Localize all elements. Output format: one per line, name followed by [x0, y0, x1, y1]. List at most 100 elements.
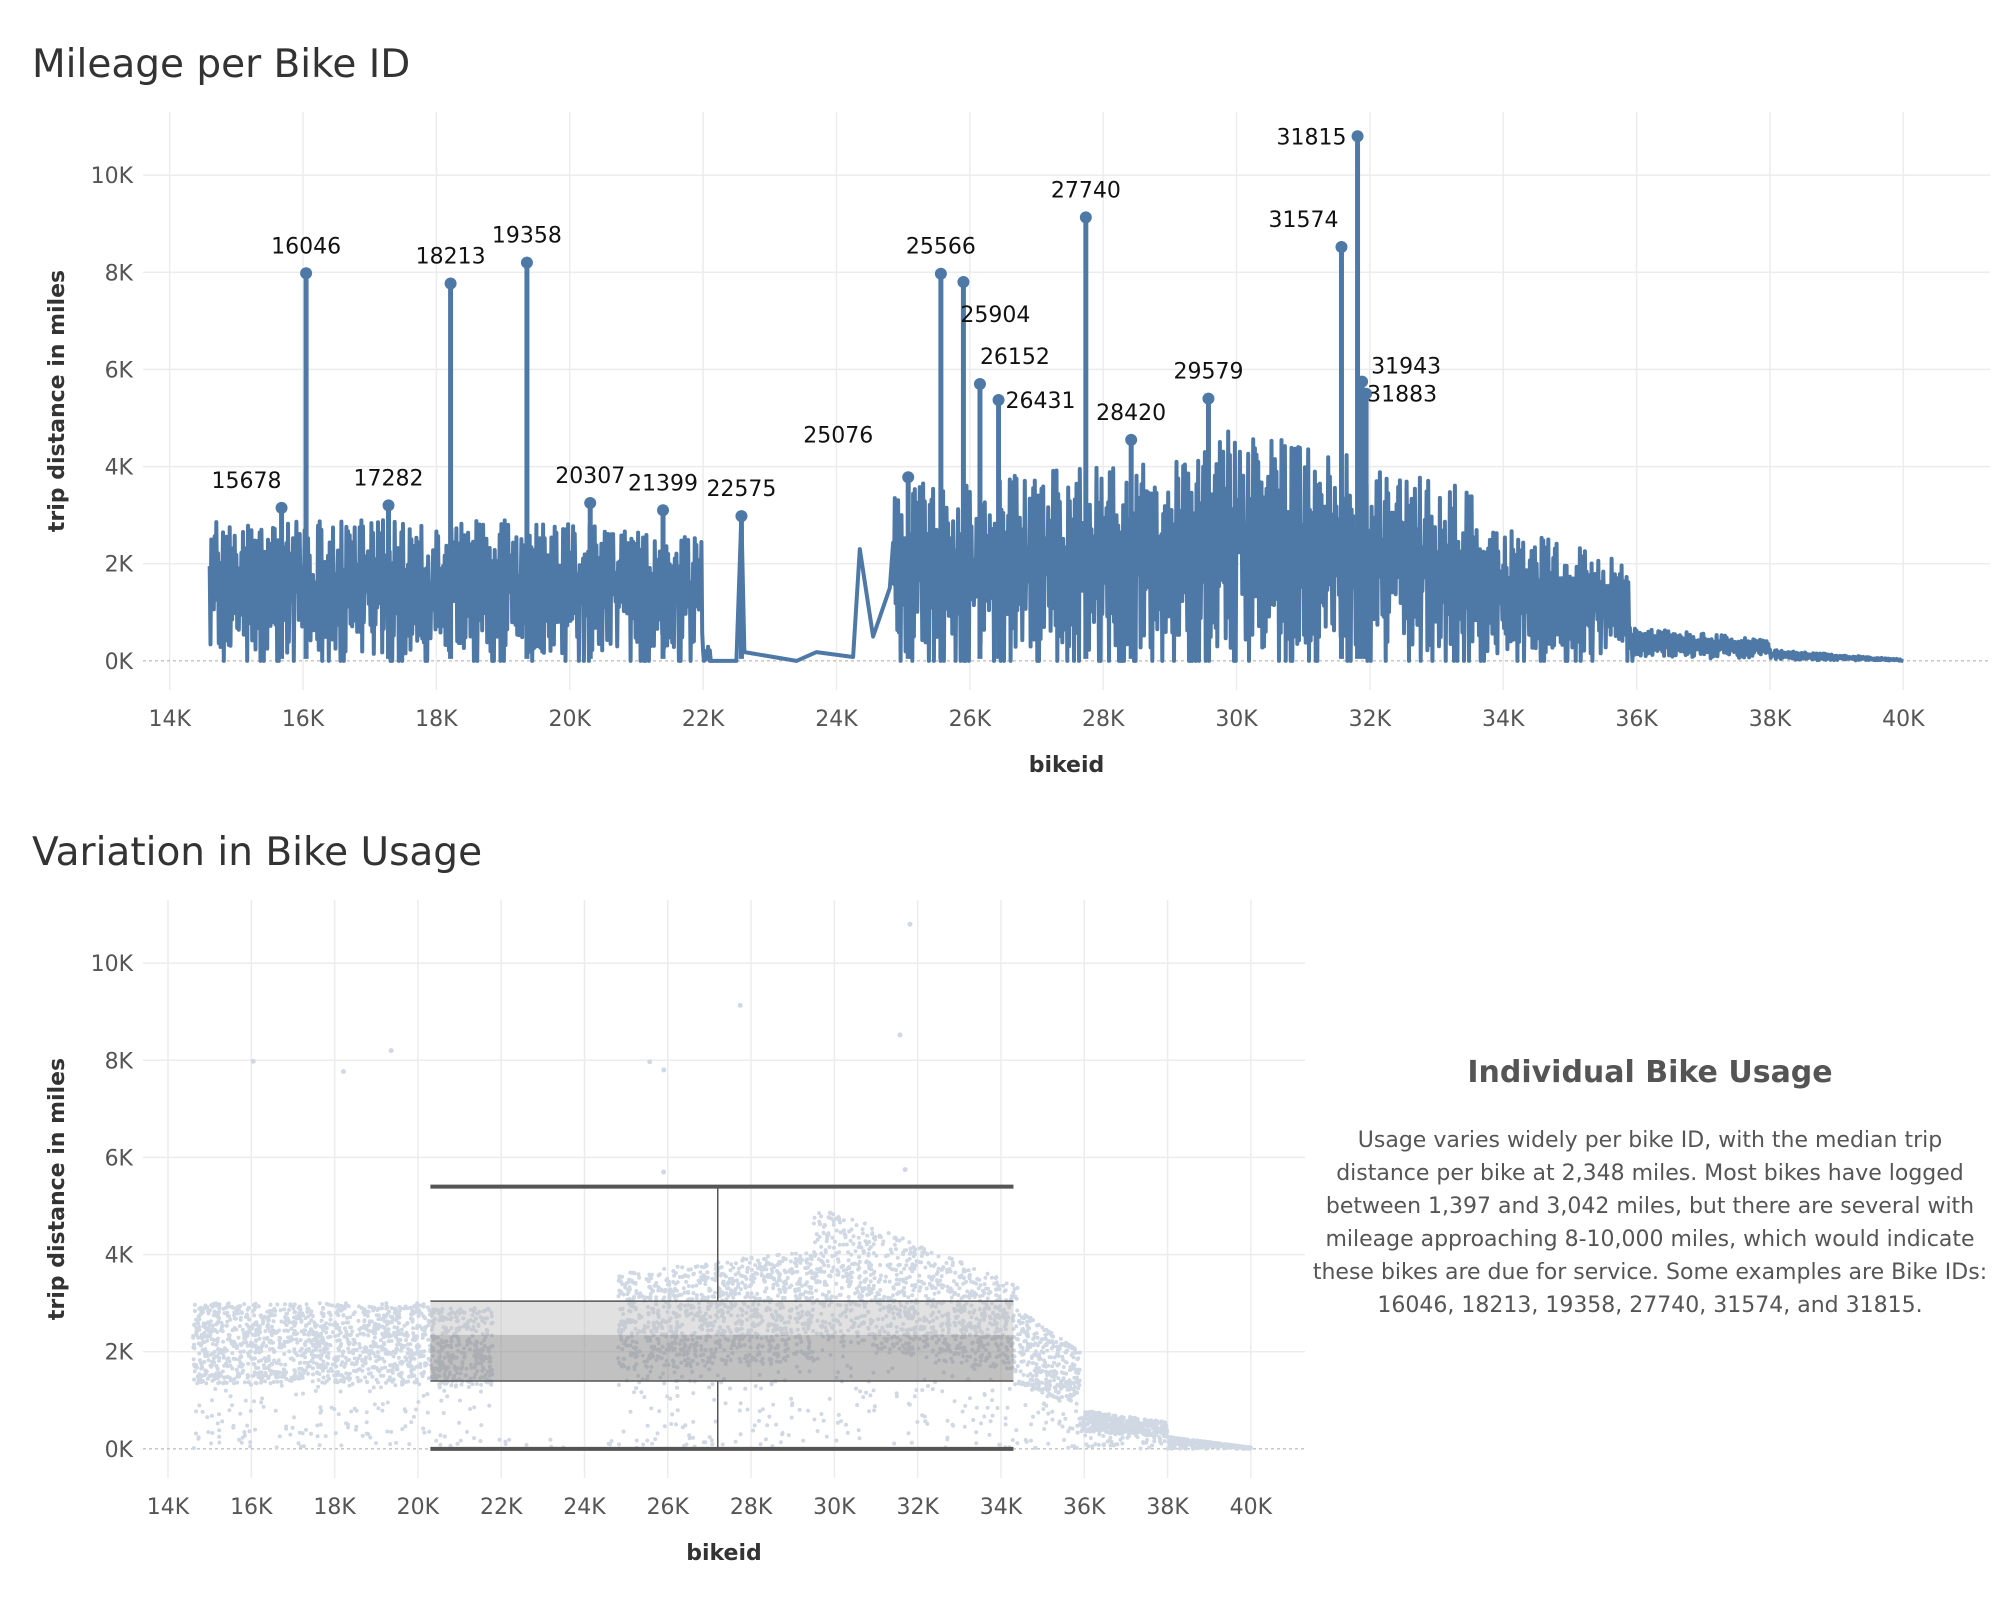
- chart2-x-tick-label: 40K: [1230, 1495, 1273, 1520]
- chart2-outlier-point: [737, 1002, 743, 1008]
- chart2-y-tick-label: 2K: [105, 1341, 134, 1366]
- chart2-x-tick-label: 16K: [230, 1495, 273, 1520]
- chart1-annotation-29579: 29579: [1173, 360, 1243, 385]
- chart2-outlier-point: [897, 1032, 903, 1038]
- chart1-x-tick-label: 24K: [815, 707, 858, 732]
- chart2-outlier-point: [661, 1169, 667, 1175]
- chart2-outlier-point: [661, 1067, 667, 1073]
- chart1-annotation-31883: 31883: [1367, 383, 1437, 408]
- side-panel-text: Usage varies widely per bike ID, with th…: [1312, 1128, 1988, 1318]
- chart1-y-tick-label: 2K: [105, 553, 134, 578]
- chart1-point-26431: [992, 394, 1005, 407]
- chart1-annotation-25566: 25566: [906, 235, 976, 260]
- chart1-y-tick-label: 10K: [91, 164, 134, 189]
- chart1-annotation-15678: 15678: [212, 469, 282, 494]
- chart2-scatter-points: [191, 1210, 1253, 1451]
- chart1-point-26152: [973, 378, 986, 390]
- chart2-box-upper: [430, 1301, 1014, 1335]
- chart2-x-tick-label: 30K: [813, 1495, 856, 1520]
- chart1-point-15678: [275, 501, 288, 514]
- chart-title-mileage: Mileage per Bike ID: [32, 42, 411, 87]
- chart2-x-tick-label: 28K: [730, 1495, 773, 1520]
- chart1-annotation-26431: 26431: [1006, 389, 1076, 414]
- chart1-y-tick-label: 4K: [105, 456, 134, 481]
- chart2-outlier-point: [902, 1167, 908, 1173]
- chart1-y-tick-label: 0K: [105, 650, 134, 675]
- chart2-x-tick-label: 32K: [896, 1495, 939, 1520]
- chart1-point-16046: [300, 267, 313, 280]
- chart1-y-tick-label: 8K: [105, 261, 134, 286]
- chart1-annotation-27740: 27740: [1051, 178, 1121, 203]
- chart1-x-tick-label: 28K: [1082, 707, 1125, 732]
- chart1-annotation-16046: 16046: [271, 234, 341, 259]
- chart2-x-tick-label: 18K: [313, 1495, 356, 1520]
- chart2-x-tick-label: 34K: [980, 1495, 1023, 1520]
- chart2-outlier-point: [647, 1059, 653, 1065]
- chart2-y-tick-label: 8K: [105, 1049, 134, 1074]
- chart1-point-25566: [934, 267, 947, 280]
- chart1-x-tick-label: 14K: [148, 707, 191, 732]
- chart1-point-19358: [520, 256, 533, 269]
- chart2-y-tick-label: 6K: [105, 1146, 134, 1171]
- chart1-point-27740: [1079, 211, 1092, 224]
- chart2-outlier-point: [907, 921, 913, 927]
- chart2-x-tick-label: 14K: [147, 1495, 190, 1520]
- side-panel: Individual Bike Usage Usage varies widel…: [1310, 1055, 1990, 1322]
- chart1-series-line: [207, 429, 1904, 663]
- chart2-y-tick-label: 0K: [105, 1438, 134, 1463]
- chart1-annotation-18213: 18213: [416, 244, 486, 269]
- chart1-x-tick-label: 36K: [1615, 707, 1658, 732]
- chart1-annotation-26152: 26152: [980, 345, 1050, 370]
- chart1-point-25076: [902, 471, 915, 484]
- chart2-x-tick-label: 26K: [647, 1495, 690, 1520]
- chart1-point-22575: [735, 510, 748, 523]
- chart2-box-lower: [430, 1334, 1014, 1382]
- chart1-x-tick-label: 26K: [949, 707, 992, 732]
- chart1-annotation-31815: 31815: [1277, 125, 1347, 150]
- chart1-annotation-20307: 20307: [555, 464, 625, 489]
- chart2-x-tick-label: 24K: [563, 1495, 606, 1520]
- chart2-y-tick-label: 10K: [91, 952, 134, 977]
- chart1-x-axis-title: bikeid: [1029, 753, 1105, 778]
- chart1-x-tick-label: 38K: [1749, 707, 1792, 732]
- chart1-point-21399: [657, 504, 670, 517]
- chart1-x-tick-label: 40K: [1882, 707, 1925, 732]
- chart2-y-axis-title: trip distance in miles: [45, 1058, 70, 1320]
- chart1-point-17282: [382, 499, 395, 512]
- chart2-y-tick-label: 4K: [105, 1244, 134, 1269]
- chart2-outlier-point: [340, 1068, 346, 1074]
- chart1-x-tick-label: 20K: [549, 707, 592, 732]
- chart2-x-tick-label: 22K: [480, 1495, 523, 1520]
- chart-title-variation: Variation in Bike Usage: [32, 830, 483, 875]
- mileage-line-chart: 14K 16K 18K 20K 22K 24K 26K 28K 30K 32K 34K 36K 38K 4…: [45, 112, 1990, 778]
- chart2-x-axis-title: bikeid: [686, 1541, 762, 1566]
- chart1-x-tick-label: 30K: [1215, 707, 1258, 732]
- chart1-point-18213: [444, 277, 457, 290]
- chart2-x-tick-label: 38K: [1146, 1495, 1189, 1520]
- chart1-point-31815: [1351, 130, 1364, 143]
- chart1-annotation-28420: 28420: [1096, 401, 1166, 426]
- chart1-x-tick-label: 18K: [415, 707, 458, 732]
- chart1-x-tick-label: 32K: [1349, 707, 1392, 732]
- chart1-annotation-25076: 25076: [803, 423, 873, 448]
- chart1-annotation-25904: 25904: [960, 303, 1030, 328]
- chart1-point-25904: [957, 276, 970, 288]
- chart1-y-axis-title: trip distance in miles: [45, 270, 70, 532]
- chart1-point-28420: [1125, 433, 1138, 446]
- chart1-annotation-21399: 21399: [628, 471, 698, 496]
- chart1-x-tick-label: 34K: [1482, 707, 1525, 732]
- chart1-point-31883: [1356, 375, 1369, 388]
- chart1-annotation-17282: 17282: [354, 466, 424, 491]
- side-panel-title: Individual Bike Usage: [1467, 1055, 1833, 1090]
- chart2-outlier-point: [388, 1048, 394, 1054]
- chart1-annotation-31943: 31943: [1371, 355, 1441, 380]
- chart2-outlier-point: [250, 1058, 256, 1064]
- chart1-annotation-22575: 22575: [706, 477, 776, 502]
- chart1-x-tick-label: 22K: [682, 707, 725, 732]
- chart1-annotation-31574: 31574: [1268, 208, 1338, 233]
- chart1-point-29579: [1202, 392, 1215, 405]
- chart1-annotation-19358: 19358: [492, 224, 562, 249]
- chart1-y-tick-label: 6K: [105, 358, 134, 383]
- chart2-x-tick-label: 20K: [397, 1495, 440, 1520]
